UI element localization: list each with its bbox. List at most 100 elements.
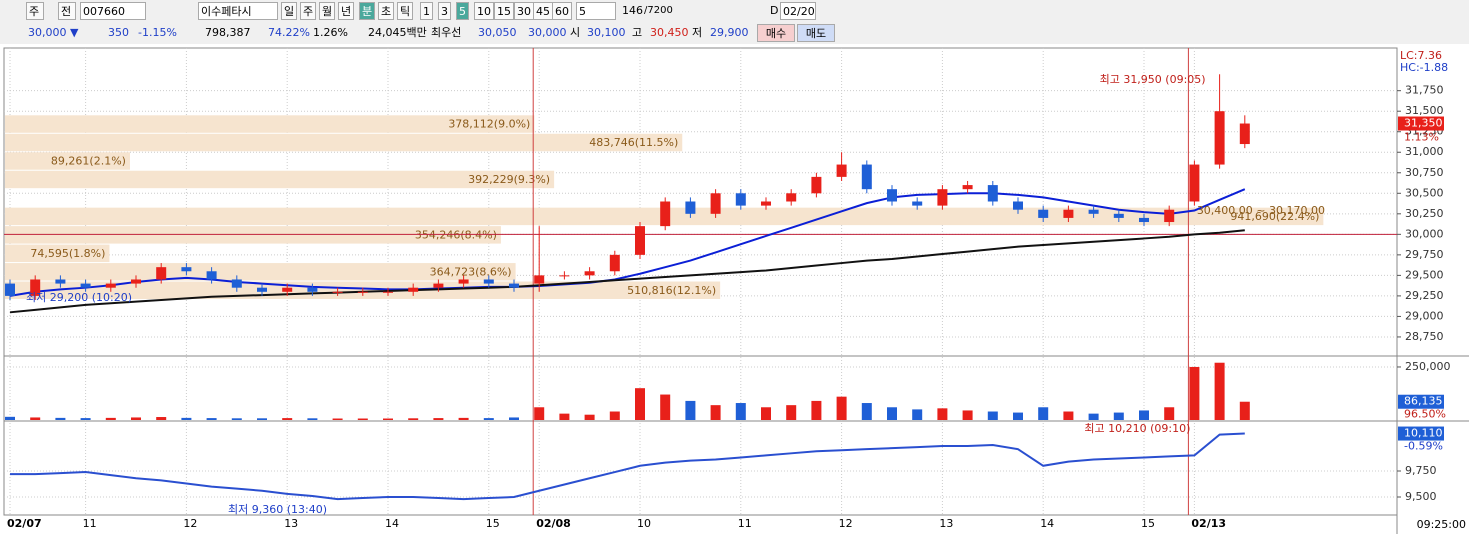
volume-bar [635, 388, 645, 420]
open-label: 시 [570, 26, 581, 39]
y-tick-label: 250,000 [1405, 360, 1451, 373]
interval[interactable]: 1 [420, 2, 433, 20]
candle-body [383, 291, 393, 293]
last-value: 10,110 [1404, 427, 1443, 440]
change-label: 1.13% [1404, 131, 1439, 144]
volume-bar [156, 417, 167, 420]
interval[interactable]: 5 [456, 2, 469, 20]
period[interactable]: 년 [338, 2, 355, 20]
candle-body [609, 254, 620, 272]
candle-body [30, 279, 41, 296]
count-select[interactable]: 5 [576, 2, 616, 20]
volume-profile-bar [5, 226, 501, 244]
name-field[interactable]: 이수페타시 [198, 2, 278, 20]
interval[interactable]: 45 [533, 2, 553, 20]
market-select[interactable]: 주 [26, 2, 44, 20]
volume-bar [887, 407, 897, 420]
low: 29,900 [710, 26, 749, 39]
interval[interactable]: 10 [474, 2, 494, 20]
volume-bar [307, 418, 318, 420]
low-label: 최저 9,360 (13:40) [228, 503, 327, 516]
candle-body [1113, 213, 1124, 218]
candle-body [761, 201, 771, 206]
period[interactable]: 초 [378, 2, 395, 20]
candle-body [55, 279, 66, 284]
volume-bar [1239, 401, 1250, 420]
candle-body [1139, 217, 1149, 223]
best-label: 최우선 [431, 26, 462, 39]
candle-body [509, 283, 519, 288]
period[interactable]: 틱 [397, 2, 414, 20]
low-label: 저 [692, 26, 703, 39]
candle-body [5, 283, 15, 296]
y-tick-label: 28,750 [1405, 330, 1444, 343]
count: 146 [622, 4, 643, 17]
volume-bar [937, 408, 948, 420]
y-tick-label: 30,250 [1405, 207, 1444, 220]
volume-bar [332, 418, 343, 420]
volume-bar [609, 411, 620, 420]
y-tick-label: 31,500 [1405, 104, 1444, 117]
volume-profile-label: 89,261(2.1%) [51, 154, 126, 167]
candle-body [181, 267, 192, 272]
volume-bar [408, 418, 419, 420]
volume-bar [1038, 407, 1049, 420]
candle-body [685, 201, 696, 214]
interval[interactable]: 60 [552, 2, 572, 20]
rate-label: 96.50% [1404, 408, 1446, 421]
volume-profile-label: 378,112(9.0%) [448, 118, 530, 131]
volume-rate: 74.22% [268, 26, 310, 39]
ask: 30,050 [478, 26, 517, 39]
volume-profile-bar [5, 170, 555, 189]
candle-body [131, 279, 141, 284]
candle-body [282, 287, 293, 292]
x-tick-label: 11 [83, 517, 97, 530]
high: 30,450 [650, 26, 689, 39]
code-input[interactable]: 007660 [80, 2, 146, 20]
candle-body [231, 279, 242, 288]
bid: 30,000 [528, 26, 567, 39]
period[interactable]: 일 [281, 2, 298, 20]
volume-bar [433, 418, 444, 420]
candle-body [962, 185, 973, 190]
candle-body [433, 283, 444, 288]
y-tick-label: 29,500 [1405, 268, 1444, 281]
volume-bar [257, 418, 267, 420]
volume-bar [534, 407, 545, 420]
period[interactable]: 주 [300, 2, 317, 20]
date-input[interactable]: 02/20 [780, 2, 816, 20]
sell-button[interactable]: 매도 [797, 24, 835, 42]
lc-label: LC:7.36 [1400, 49, 1442, 62]
volume-bar [962, 410, 973, 420]
candle-body [1214, 111, 1225, 165]
candle-body [584, 271, 595, 276]
x-tick-label: 13 [284, 517, 298, 530]
interval[interactable]: 15 [494, 2, 514, 20]
interval[interactable]: 30 [514, 2, 534, 20]
type-select[interactable]: 전 [58, 2, 76, 20]
period[interactable]: 분 [359, 2, 376, 20]
volume-bar [1113, 412, 1124, 420]
volume-bar [559, 413, 570, 420]
moving-average [9, 229, 1245, 314]
high-label: 고 [632, 26, 643, 39]
candle-body [559, 275, 570, 277]
y-tick-label: 29,750 [1405, 248, 1444, 261]
indicator-line [10, 432, 1245, 501]
volume-bar [5, 416, 15, 420]
candle-body [912, 201, 923, 206]
volume-bar [735, 403, 746, 420]
volume-bar [584, 414, 595, 420]
y-tick-label: 29,250 [1405, 289, 1444, 302]
y-tick-label: 9,750 [1405, 464, 1437, 477]
period[interactable]: 월 [319, 2, 336, 20]
volume-bar [987, 411, 998, 420]
buy-button[interactable]: 매수 [757, 24, 795, 42]
range-label: 30,400.00 ~ 30,170.00 [1197, 204, 1325, 217]
hc-label: HC:-1.88 [1400, 61, 1448, 74]
interval[interactable]: 3 [438, 2, 451, 20]
price: 30,000 ▼ [28, 26, 79, 39]
volume-bar [181, 417, 192, 420]
x-tick-label: 14 [1040, 517, 1054, 530]
volume-profile-label: 74,595(1.8%) [30, 247, 105, 260]
